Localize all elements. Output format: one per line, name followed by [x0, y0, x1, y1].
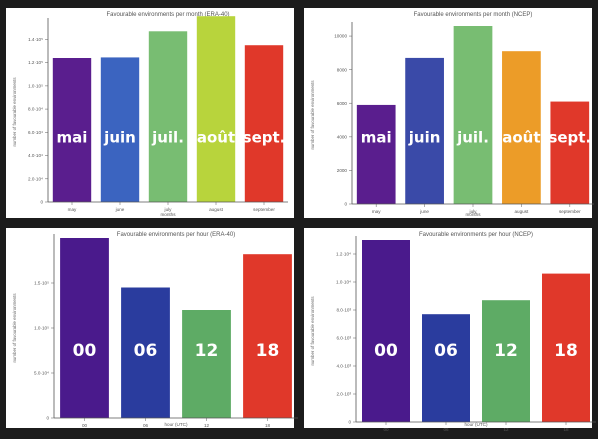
bar-august — [196, 16, 236, 203]
y-tick-label: 1.2·10⁴ — [336, 252, 351, 257]
bar-18 — [542, 273, 590, 422]
y-tick-label: 0 — [348, 420, 351, 425]
bar-september — [244, 45, 284, 203]
y-tick-label: 1.5·10⁵ — [34, 281, 49, 286]
bar-overlay-label: juil. — [456, 128, 489, 146]
bar-overlay-label: 00 — [374, 341, 398, 361]
x-tick-label: 18 — [563, 427, 569, 432]
y-axis-label: number of favourable environments — [12, 77, 17, 147]
y-axis-label: number of favourable environments — [310, 296, 315, 366]
bar-overlay-label: juin — [408, 128, 441, 146]
bar-12 — [482, 300, 530, 422]
y-tick-label: 6.0·10⁴ — [28, 130, 43, 135]
y-tick-label: 2.0·10³ — [336, 392, 351, 397]
x-tick-label: june — [419, 209, 429, 214]
bar-june — [100, 57, 140, 202]
chart-title: Favourable environments per month (ERA-4… — [106, 12, 229, 18]
bar-06 — [422, 314, 470, 422]
bar-june — [405, 57, 444, 205]
x-tick-label: 00 — [82, 423, 88, 428]
x-tick-label: may — [372, 209, 381, 214]
chart-title: Favourable environments per hour (ERA-40… — [117, 232, 235, 238]
chart-panel-2: Favourable environments per month (NCEP)… — [304, 8, 594, 218]
chart-title: Favourable environments per month (NCEP) — [414, 12, 533, 18]
chart-background — [304, 8, 592, 218]
bar-overlay-label: 18 — [256, 341, 280, 361]
y-tick-label: 8000 — [337, 67, 348, 72]
bar-july — [453, 26, 493, 204]
y-tick-label: 1.0·10⁵ — [28, 83, 43, 88]
bar-overlay-label: sept. — [243, 128, 286, 146]
bar-overlay-label: août — [502, 128, 540, 146]
bar-overlay-label: 12 — [494, 341, 518, 361]
y-tick-label: 10000 — [334, 34, 347, 39]
y-tick-label: 0 — [40, 200, 43, 205]
y-tick-label: 4.0·10⁴ — [28, 153, 43, 158]
y-tick-label: 1.4·10⁵ — [28, 37, 43, 42]
y-tick-label: 6.0·10³ — [336, 336, 351, 341]
y-tick-label: 4000 — [337, 134, 348, 139]
bar-may — [52, 58, 92, 202]
bar-overlay-label: sept. — [548, 128, 591, 146]
bar-00 — [362, 240, 410, 422]
x-tick-label: september — [559, 209, 581, 214]
bar-overlay-label: 00 — [73, 341, 97, 361]
x-axis-label: months — [160, 212, 176, 217]
bar-18 — [243, 254, 292, 418]
y-tick-label: 5.0·10⁴ — [34, 371, 49, 376]
y-tick-label: 0 — [344, 202, 347, 207]
x-axis-label: hour (UTC) — [165, 422, 188, 427]
bar-overlay-label: mai — [57, 128, 88, 146]
bar-overlay-label: 06 — [134, 341, 158, 361]
y-axis-label: number of favourable environments — [12, 293, 17, 363]
bar-06 — [121, 287, 170, 418]
x-axis-label: hour (UTC) — [465, 422, 488, 427]
bar-august — [502, 51, 541, 205]
bar-overlay-label: juin — [103, 128, 136, 146]
x-tick-label: 06 — [143, 423, 149, 428]
y-tick-label: 6000 — [337, 101, 348, 106]
y-axis-label: number of favourable environments — [310, 80, 315, 150]
y-tick-label: 8.0·10³ — [336, 308, 351, 313]
chart-title: Favourable environments per hour (NCEP) — [419, 232, 533, 238]
y-tick-label: 2.0·10⁴ — [28, 176, 43, 181]
x-tick-label: 12 — [503, 427, 509, 432]
x-tick-label: july — [164, 207, 173, 212]
bar-12 — [182, 310, 231, 418]
bar-overlay-label: 06 — [434, 341, 458, 361]
x-tick-label: august — [515, 209, 530, 214]
y-tick-label: 1.0·10⁵ — [34, 326, 49, 331]
y-tick-label: 2000 — [337, 168, 348, 173]
bar-overlay-label: mai — [361, 128, 392, 146]
x-tick-label: july — [469, 209, 478, 214]
x-tick-label: 18 — [265, 423, 271, 428]
x-tick-label: may — [68, 207, 77, 212]
x-tick-label: june — [115, 207, 125, 212]
x-axis-label: months — [465, 212, 481, 217]
y-tick-label: 1.0·10⁴ — [336, 280, 351, 285]
bar-overlay-label: août — [197, 128, 235, 146]
bar-may — [356, 104, 396, 204]
bar-overlay-label: juil. — [151, 128, 184, 146]
x-tick-label: august — [209, 207, 224, 212]
bar-july — [148, 31, 188, 202]
bar-00 — [60, 238, 109, 418]
y-tick-label: 8.0·10⁴ — [28, 107, 43, 112]
x-tick-label: 00 — [383, 427, 389, 432]
x-tick-label: 06 — [443, 427, 449, 432]
x-tick-label: september — [253, 207, 275, 212]
bar-september — [550, 101, 590, 204]
x-tick-label: 12 — [204, 423, 210, 428]
y-tick-label: 4.0·10³ — [336, 364, 351, 369]
bar-overlay-label: 12 — [195, 341, 219, 361]
chart-panel-3: Favourable environments per hour (ERA-40… — [6, 228, 298, 428]
y-tick-label: 0 — [46, 416, 49, 421]
chart-panel-1: Favourable environments per month (ERA-4… — [6, 8, 294, 218]
y-tick-label: 1.2·10⁵ — [28, 60, 43, 65]
bar-overlay-label: 18 — [554, 341, 578, 361]
chart-panel-4: Favourable environments per hour (NCEP) n… — [304, 228, 596, 432]
